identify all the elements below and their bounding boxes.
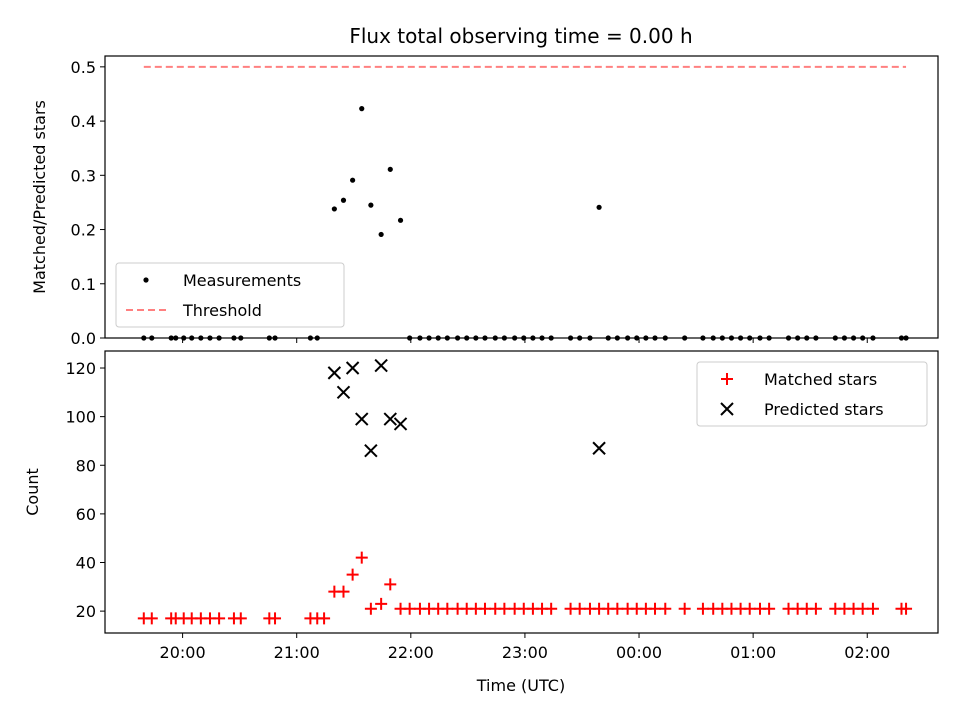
top-ytick-label-4: 0.4 xyxy=(71,112,96,131)
measurements-point-42 xyxy=(596,204,602,210)
matched-stars-marker-22 xyxy=(384,578,397,591)
matched-stars-marker-45 xyxy=(611,602,624,615)
matched-stars-marker-57 xyxy=(743,602,756,615)
bottom-xtick-label-0: 20:00 xyxy=(160,643,206,662)
matched-stars-marker-17 xyxy=(337,585,350,598)
matched-stars-marker-24 xyxy=(403,602,416,615)
top-ytick-label-1: 0.1 xyxy=(71,275,96,294)
predicted-stars-marker-2 xyxy=(345,361,360,375)
bottom-ytick-label-5: 120 xyxy=(65,359,96,378)
predicted-stars-marker-4 xyxy=(364,443,378,458)
matched-stars-marker-68 xyxy=(866,602,879,615)
bottom-plot-frame xyxy=(104,350,939,634)
measurements-point-21 xyxy=(387,166,393,172)
bottom-xtick-label-4: 00:00 xyxy=(616,643,662,662)
measurements-point-20 xyxy=(378,231,384,238)
x-axis-label: Time (UTC) xyxy=(476,676,565,695)
bottom-xtick-label-5: 01:00 xyxy=(730,643,776,662)
predicted-stars-marker-1 xyxy=(336,385,351,400)
legend-measurements-swatch xyxy=(143,277,149,283)
measurements-point-17 xyxy=(350,177,356,183)
bottom-ytick-label-0: 20 xyxy=(76,602,96,621)
matched-stars-marker-21 xyxy=(375,597,388,610)
matched-stars-marker-70 xyxy=(900,602,913,615)
matched-stars-marker-10 xyxy=(234,612,247,625)
matched-stars-marker-18 xyxy=(346,568,359,581)
matched-stars-marker-49 xyxy=(649,602,662,615)
matched-stars-marker-67 xyxy=(856,602,869,615)
bottom-legend: Matched stars Predicted stars xyxy=(696,361,928,427)
matched-stars-marker-41 xyxy=(573,602,586,615)
bottom-xtick-label-6: 02:00 xyxy=(844,643,890,662)
matched-stars-marker-12 xyxy=(269,612,282,625)
matched-stars-marker-28 xyxy=(441,602,454,615)
top-ytick-label-3: 0.3 xyxy=(71,166,96,185)
legend-predicted-stars-label: Predicted stars xyxy=(764,400,884,419)
predicted-stars-marker-6 xyxy=(383,412,397,426)
legend-measurements-label: Measurements xyxy=(183,271,301,290)
matched-stars-marker-15 xyxy=(318,612,331,625)
predicted-stars-marker-0 xyxy=(327,366,342,380)
top-y-axis-label: Matched/Predicted stars xyxy=(30,100,49,294)
legend-matched-stars-swatch xyxy=(721,373,733,385)
bottom-xtick-label-1: 21:00 xyxy=(274,643,320,662)
matched-stars-marker-63 xyxy=(809,602,822,615)
matched-stars-marker-34 xyxy=(498,602,511,615)
top-ytick-label-2: 0.2 xyxy=(71,221,96,240)
matched-stars-marker-32 xyxy=(478,602,491,615)
matched-stars-marker-50 xyxy=(659,602,672,615)
bottom-xtick-label-2: 22:00 xyxy=(388,643,434,662)
bottom-panel: 20 40 60 80 100 120 20:00 21:00 22:00 23:00 00:00 0… xyxy=(23,350,939,662)
measurements-point-15 xyxy=(331,206,337,212)
matched-stars-marker-19 xyxy=(355,551,368,564)
legend-predicted-stars-swatch xyxy=(720,402,734,416)
predicted-stars-marker-5 xyxy=(374,358,388,373)
matched-stars-marker-8 xyxy=(213,612,226,625)
matched-stars-marker-59 xyxy=(763,602,776,615)
predicted-stars-marker-3 xyxy=(355,412,369,426)
bottom-xtick-label-3: 23:00 xyxy=(502,643,548,662)
matched-stars-marker-51 xyxy=(678,602,691,615)
measurements-point-16 xyxy=(340,197,347,203)
top-legend-box xyxy=(115,262,345,328)
legend-matched-stars-label: Matched stars xyxy=(764,370,877,389)
top-legend: Measurements Threshold xyxy=(115,262,345,328)
top-plot-frame xyxy=(104,55,939,339)
top-panel-title: Flux total observing time = 0.00 h xyxy=(349,24,692,48)
bottom-ytick-label-4: 100 xyxy=(65,408,96,427)
matched-stars-marker-39 xyxy=(545,602,558,615)
bottom-y-axis-label: Count xyxy=(23,468,42,516)
legend-threshold-label: Threshold xyxy=(182,301,262,320)
measurements-point-18 xyxy=(359,106,365,112)
matched-stars-marker-20 xyxy=(364,602,377,615)
top-panel: 0.0 0.1 0.2 0.3 0.4 0.5 Matched/Predicted star… xyxy=(30,55,939,348)
top-ytick-label-0: 0.0 xyxy=(71,329,96,348)
bottom-legend-box xyxy=(696,361,928,427)
top-ytick-label-5: 0.5 xyxy=(71,58,96,77)
predicted-stars-marker-7 xyxy=(393,417,408,431)
measurements-point-19 xyxy=(368,202,374,208)
bottom-ytick-label-3: 80 xyxy=(76,456,96,475)
predicted-stars-marker-8 xyxy=(592,441,606,455)
bottom-ytick-label-1: 40 xyxy=(76,554,96,573)
matched-stars-marker-52 xyxy=(696,602,709,615)
matched-stars-marker-1 xyxy=(145,612,158,625)
measurements-point-22 xyxy=(397,217,404,223)
bottom-ytick-label-2: 60 xyxy=(76,505,96,524)
